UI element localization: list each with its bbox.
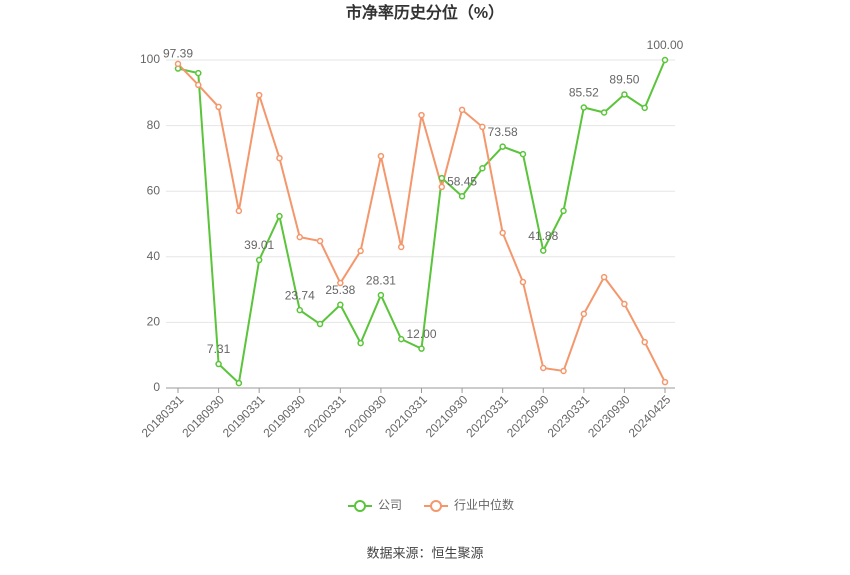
legend-label: 行业中位数 [454, 497, 514, 512]
data-label: 7.31 [207, 342, 231, 356]
y-tick-label: 60 [147, 183, 161, 197]
point [418, 345, 425, 352]
point [215, 360, 222, 368]
y-tick-label: 40 [147, 249, 161, 263]
point [499, 143, 506, 150]
point [560, 367, 567, 375]
point [458, 193, 466, 200]
data-label: 28.31 [366, 273, 396, 287]
point [418, 111, 425, 119]
point [235, 207, 243, 215]
point [337, 279, 344, 287]
y-tick-label: 100 [140, 52, 160, 66]
chart-title: 市净率历史分位（%） [346, 3, 504, 22]
data-label: 58.45 [447, 174, 477, 188]
legend-label: 公司 [378, 498, 402, 512]
point [276, 212, 283, 220]
point [377, 291, 385, 299]
point [540, 247, 547, 254]
point [195, 81, 202, 89]
point [316, 320, 324, 328]
point [397, 335, 405, 343]
x-tick-label: 20230331 [545, 392, 593, 440]
point [519, 278, 527, 286]
point [641, 338, 648, 346]
x-tick-label: 20220331 [463, 392, 511, 440]
data-label: 12.00 [406, 327, 436, 341]
source: 数据来源：恒生聚源 [366, 545, 483, 560]
x-tick-label: 20200331 [301, 392, 349, 440]
point [235, 379, 243, 387]
legend-marker [354, 500, 366, 512]
legend-marker [430, 500, 443, 512]
point [661, 56, 669, 64]
point [296, 233, 303, 241]
point [560, 207, 567, 215]
point [580, 310, 588, 318]
point [661, 378, 669, 386]
point [397, 243, 405, 251]
point [438, 174, 446, 182]
x-tick-label: 20220930 [504, 392, 552, 440]
x-tick-label: 20190930 [260, 392, 308, 440]
point [479, 164, 486, 172]
point [458, 106, 466, 114]
point [276, 154, 283, 162]
point [438, 183, 446, 191]
data-label: 100.00 [647, 38, 684, 52]
point [621, 91, 628, 98]
point [357, 247, 364, 255]
x-tick-label: 20190331 [220, 392, 268, 440]
point [255, 91, 263, 99]
data-label: 97.39 [163, 47, 193, 61]
data-label: 23.74 [285, 288, 315, 302]
point [600, 273, 608, 281]
x-tick-label: 20200930 [342, 392, 390, 440]
x-tick-label: 20240425 [626, 392, 674, 440]
point [357, 339, 364, 347]
point [316, 237, 324, 245]
data-label: 85.52 [569, 86, 599, 100]
data-label: 39.01 [244, 238, 274, 252]
y-tick-label: 20 [147, 315, 161, 329]
point [215, 103, 222, 111]
point [296, 306, 303, 314]
x-tick-label: 20180331 [139, 392, 187, 440]
point [499, 229, 506, 237]
x-tick-label: 20230930 [585, 392, 633, 440]
point [255, 256, 263, 264]
y-tick-label: 0 [153, 380, 160, 394]
point [519, 150, 527, 158]
y-tick-label: 80 [147, 118, 161, 132]
data-label: 89.50 [609, 73, 639, 87]
data-label: 73.58 [488, 125, 518, 139]
data-label: 41.88 [528, 229, 558, 243]
point [600, 109, 608, 116]
point [377, 152, 385, 160]
point [580, 104, 588, 111]
x-tick-label: 20210930 [423, 392, 471, 440]
point [621, 300, 628, 308]
data-label: 25.38 [325, 283, 355, 297]
point [174, 60, 182, 68]
point [195, 69, 202, 77]
point [641, 104, 648, 112]
point [540, 364, 547, 372]
x-tick-label: 20210331 [382, 392, 430, 440]
x-tick-label: 20180930 [179, 392, 227, 440]
point [337, 301, 344, 309]
point [479, 123, 486, 131]
